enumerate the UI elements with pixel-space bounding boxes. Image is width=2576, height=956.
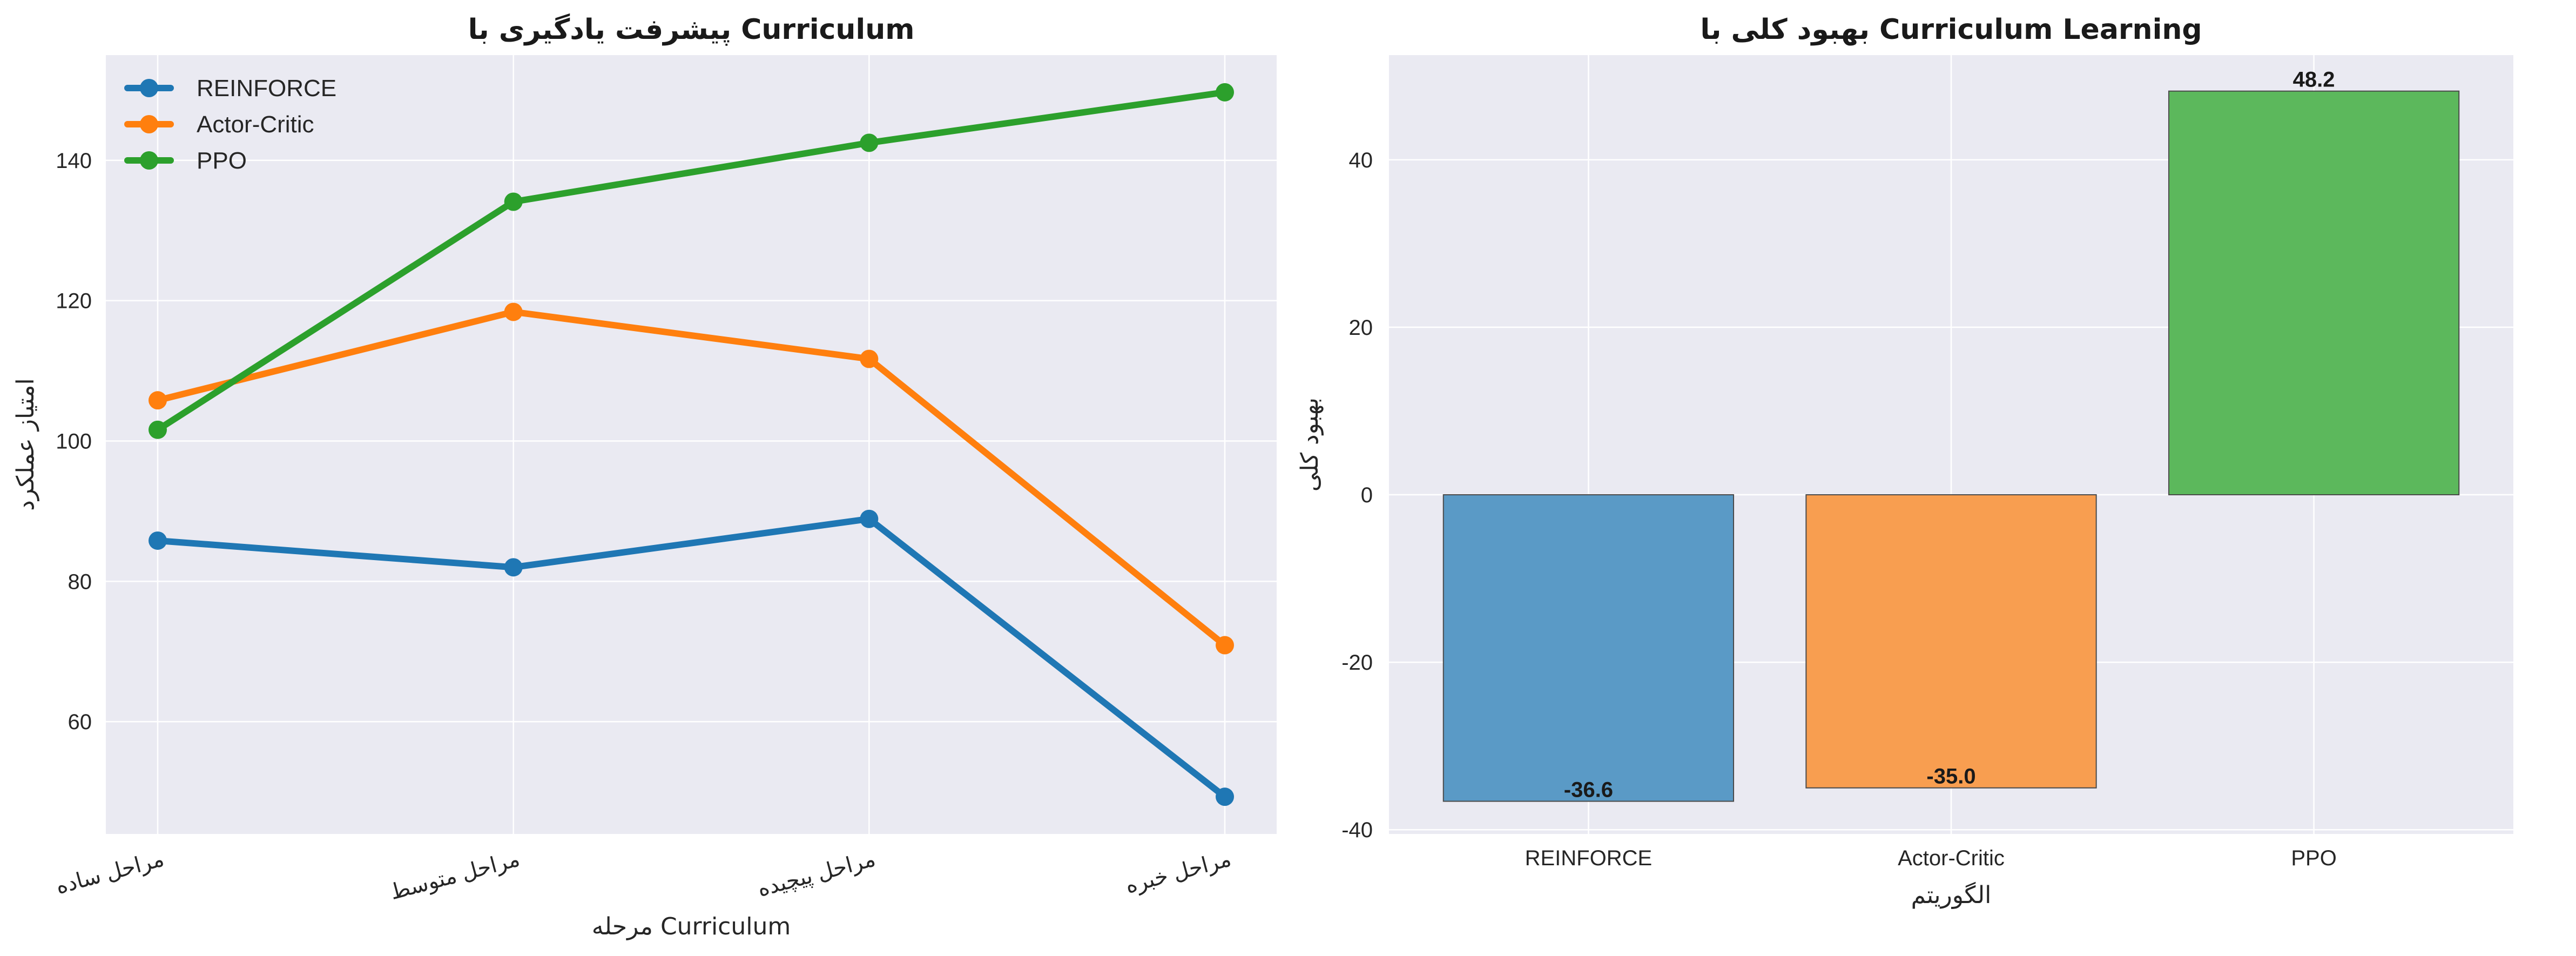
x-tick-label: مراحل خبره bbox=[1123, 847, 1233, 898]
y-tick-label: 60 bbox=[68, 710, 92, 734]
y-tick-label: 100 bbox=[56, 430, 92, 454]
line-chart-ylabel: امتیاز عملکرد bbox=[12, 378, 39, 510]
y-tick-label: 40 bbox=[1349, 149, 1373, 172]
data-point bbox=[1216, 787, 1234, 806]
series-line bbox=[154, 89, 1228, 433]
y-tick-label: 0 bbox=[1361, 483, 1373, 507]
data-point bbox=[860, 133, 879, 152]
bar-ppo bbox=[2168, 90, 2460, 496]
series-ppo bbox=[149, 83, 1234, 439]
plot-background bbox=[106, 55, 1277, 834]
legend-item-actor-critic: Actor-Critic bbox=[124, 111, 314, 138]
data-point bbox=[149, 420, 167, 439]
data-point bbox=[1216, 636, 1234, 655]
legend-label: PPO bbox=[197, 147, 247, 174]
legend-marker bbox=[140, 115, 158, 133]
legend-item-reinforce: REINFORCE bbox=[124, 75, 336, 102]
y-tick-label: 20 bbox=[1349, 316, 1373, 340]
bar-value-label: -35.0 bbox=[1926, 765, 1975, 789]
data-point bbox=[1216, 83, 1234, 102]
legend: REINFORCE Actor-Critic PPO bbox=[124, 75, 336, 174]
overall-improvement-chart: -40 -20 0 20 40 REINFORCE Actor-Critic PPO -36… bbox=[1296, 14, 2513, 909]
bar-chart-xlabel: الگوریتم bbox=[1911, 881, 1992, 909]
learning-progress-chart: 60 80 100 120 140 مراحل ساده مراحل متوسط مراحل… bbox=[12, 13, 1277, 940]
line-chart-title: پیشرفت یادگیری با Curriculum bbox=[468, 13, 915, 46]
bar-chart-ylabel: بهبود کلی bbox=[1296, 398, 1324, 492]
bar-reinforce bbox=[1442, 494, 1735, 802]
data-point bbox=[860, 509, 879, 528]
data-point bbox=[860, 349, 879, 368]
legend-label: Actor-Critic bbox=[197, 111, 314, 138]
data-point bbox=[504, 302, 523, 321]
data-point bbox=[504, 558, 523, 577]
data-point bbox=[149, 531, 167, 550]
line-chart-xlabel: مرحله Curriculum bbox=[592, 913, 791, 940]
x-tick-label: مراحل ساده bbox=[53, 847, 167, 899]
y-tick-label: -20 bbox=[1341, 651, 1373, 675]
data-point bbox=[504, 192, 523, 211]
bar-value-label: -36.6 bbox=[1564, 778, 1613, 802]
y-tick-label: -40 bbox=[1341, 818, 1373, 842]
y-tick-label: 140 bbox=[56, 149, 92, 173]
bar-chart-title: بهبود کلی با Curriculum Learning bbox=[1700, 14, 2202, 46]
bar-value-label: 48.2 bbox=[2293, 68, 2335, 92]
series-line bbox=[154, 515, 1228, 800]
legend-item-ppo: PPO bbox=[124, 147, 247, 174]
series-actor-critic bbox=[149, 302, 1234, 655]
data-point bbox=[149, 391, 167, 410]
series-line bbox=[154, 308, 1228, 649]
x-tick-label: مراحل متوسط bbox=[388, 847, 523, 905]
x-tick-label: REINFORCE bbox=[1525, 846, 1653, 870]
bar-actor-critic bbox=[1805, 494, 2097, 789]
x-tick-label: PPO bbox=[2291, 846, 2336, 870]
y-tick-label: 80 bbox=[68, 570, 92, 594]
legend-label: REINFORCE bbox=[197, 75, 336, 102]
legend-marker bbox=[140, 79, 158, 97]
series-reinforce bbox=[149, 509, 1234, 806]
x-tick-label: Actor-Critic bbox=[1898, 846, 2005, 870]
x-tick-label: مراحل پیچیده bbox=[755, 847, 878, 901]
y-tick-label: 120 bbox=[56, 290, 92, 313]
legend-marker bbox=[140, 151, 158, 170]
